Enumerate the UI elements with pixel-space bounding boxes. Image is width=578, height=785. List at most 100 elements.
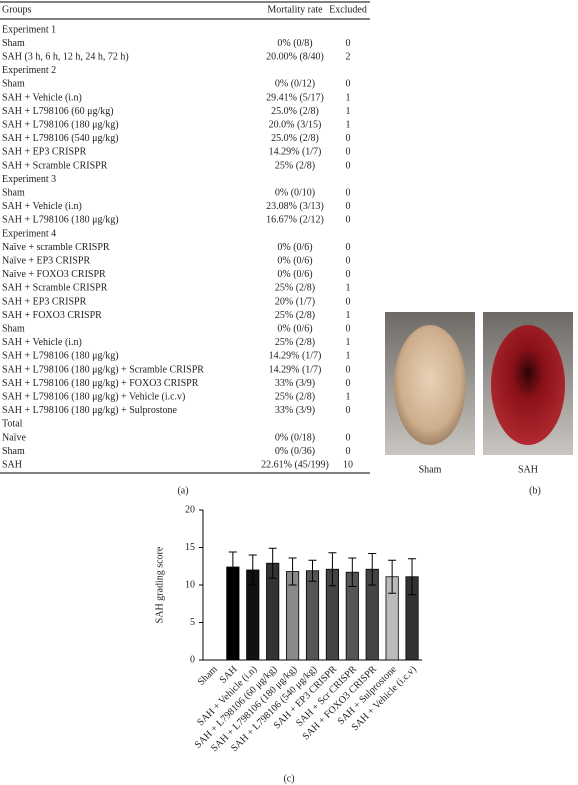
error-bar <box>348 557 357 587</box>
y-tick-label: 0 <box>190 654 195 665</box>
table-cell: 23.08% (3/13) <box>266 201 324 212</box>
table-cell: 0 <box>346 364 351 375</box>
table-cell: 0 <box>346 38 351 49</box>
table-cell: 0% (0/10) <box>275 187 315 198</box>
table-cell: 0 <box>346 133 351 144</box>
table-cell: 25% (2/8) <box>275 337 315 348</box>
table-cell: 0 <box>346 79 351 90</box>
error-bar <box>228 551 237 583</box>
table-cell: 25% (2/8) <box>275 391 315 402</box>
y-tick-label: 5 <box>190 617 195 628</box>
table-cell: 0 <box>346 201 351 212</box>
table-cell: Naïve + FOXO3 CRISPR <box>2 269 106 280</box>
table-cell: Naïve <box>2 432 26 443</box>
table-cell: 0 <box>346 242 351 253</box>
table-cell: 14.29% (1/7) <box>269 147 322 158</box>
table-cell: Sham <box>2 446 25 457</box>
table-cell: 0 <box>346 432 351 443</box>
y-tick-label: 20 <box>185 504 195 515</box>
table-cell: 0% (0/6) <box>277 323 312 334</box>
table-cell: SAH + Vehicle (i.n) <box>2 92 82 103</box>
table-cell: 1 <box>346 337 351 348</box>
table-cell: SAH (3 h, 6 h, 12 h, 24 h, 72 h) <box>2 51 129 62</box>
panel-label: (a) <box>177 485 188 496</box>
table-cell: 16.67% (2/12) <box>266 215 324 226</box>
table-cell: SAH <box>2 459 22 470</box>
error-bar <box>288 557 297 586</box>
table-cell: 29.41% (5/17) <box>266 92 324 103</box>
table-cell: 0 <box>346 215 351 226</box>
y-tick-label: 10 <box>185 579 195 590</box>
table-cell: 25% (2/8) <box>275 283 315 294</box>
table-cell: 14.29% (1/7) <box>269 364 322 375</box>
table-cell: 0% (0/18) <box>275 432 315 443</box>
table-cell: SAH + L798106 (180 μg/kg) + FOXO3 CRISPR <box>2 378 199 389</box>
table-cell: 14.29% (1/7) <box>269 351 322 362</box>
table-cell: SAH + Vehicle (i.n) <box>2 201 82 212</box>
error-bar <box>368 553 377 586</box>
section-heading: Experiment 3 <box>2 174 56 185</box>
table-cell: SAH + FOXO3 CRISPR <box>2 310 102 321</box>
table-cell: 0 <box>346 147 351 158</box>
table-cell: SAH + L798106 (180 μg/kg) <box>2 215 119 226</box>
table-cell: 0% (0/8) <box>277 38 312 49</box>
error-bar <box>388 559 397 594</box>
table-cell: SAH + Scramble CRISPR <box>2 283 108 294</box>
error-bar <box>248 554 257 586</box>
table-cell: SAH + L798106 (180 μg/kg) + Sulprostone <box>2 405 178 416</box>
table-cell: 1 <box>346 391 351 402</box>
table-cell: Naïve + scramble CRISPR <box>2 242 110 253</box>
table-cell: 1 <box>346 119 351 130</box>
table-cell: 1 <box>346 106 351 117</box>
table-cell: 0% (0/6) <box>277 242 312 253</box>
table-header: Groups <box>2 4 32 15</box>
table-cell: SAH + L798106 (180 μg/kg) <box>2 351 119 362</box>
brain-sah <box>491 325 565 445</box>
table-cell: SAH + L798106 (180 μg/kg) + Scramble CRI… <box>2 364 204 375</box>
brain-sham <box>394 325 466 445</box>
section-heading: Experiment 1 <box>2 24 56 35</box>
bar <box>305 570 320 661</box>
table-cell: 0% (0/12) <box>275 79 315 90</box>
table-cell: 1 <box>346 92 351 103</box>
panel-label: (b) <box>529 485 541 496</box>
table-cell: SAH + Scramble CRISPR <box>2 160 108 171</box>
table-cell: 25.0% (2/8) <box>271 133 319 144</box>
table-cell: 20.00% (8/40) <box>266 51 324 62</box>
section-heading: Experiment 4 <box>2 228 56 239</box>
table-cell: 20.0% (3/15) <box>269 119 322 130</box>
table-cell: SAH + L798106 (180 μg/kg) + Vehicle (i.c… <box>2 391 185 402</box>
error-bar <box>408 558 417 596</box>
table-cell: 0 <box>346 160 351 171</box>
table-cell: 0% (0/6) <box>277 269 312 280</box>
table-cell: 0 <box>346 405 351 416</box>
table-cell: 1 <box>346 351 351 362</box>
table-cell: 33% (3/9) <box>275 378 315 389</box>
y-tick-label: 15 <box>185 542 195 553</box>
section-heading: Experiment 2 <box>2 65 56 76</box>
table-cell: SAH + L798106 (60 μg/kg) <box>2 106 114 117</box>
table-cell: SAH + EP3 CRISPR <box>2 147 87 158</box>
table-header: Mortality rate <box>267 4 323 15</box>
table-cell: 0% (0/6) <box>277 255 312 266</box>
table-cell: SAH + L798106 (540 μg/kg) <box>2 133 119 144</box>
table-cell: 0 <box>346 446 351 457</box>
table-cell: Naïve + EP3 CRISPR <box>2 255 90 266</box>
table-cell: SAH + EP3 CRISPR <box>2 296 87 307</box>
photo-label: Sham <box>419 464 442 475</box>
table-cell: 1 <box>346 283 351 294</box>
table-cell: 2 <box>346 51 351 62</box>
table-cell: 22.61% (45/199) <box>261 459 329 470</box>
table-cell: 25.0% (2/8) <box>271 106 319 117</box>
table-cell: 0 <box>346 255 351 266</box>
table-cell: 0 <box>346 378 351 389</box>
table-cell: 0 <box>346 323 351 334</box>
table-header: Excluded <box>329 4 367 15</box>
photo-label: SAH <box>518 464 538 475</box>
error-bar <box>328 552 337 587</box>
table-cell: Sham <box>2 187 25 198</box>
table-cell: 1 <box>346 310 351 321</box>
table-cell: Sham <box>2 79 25 90</box>
